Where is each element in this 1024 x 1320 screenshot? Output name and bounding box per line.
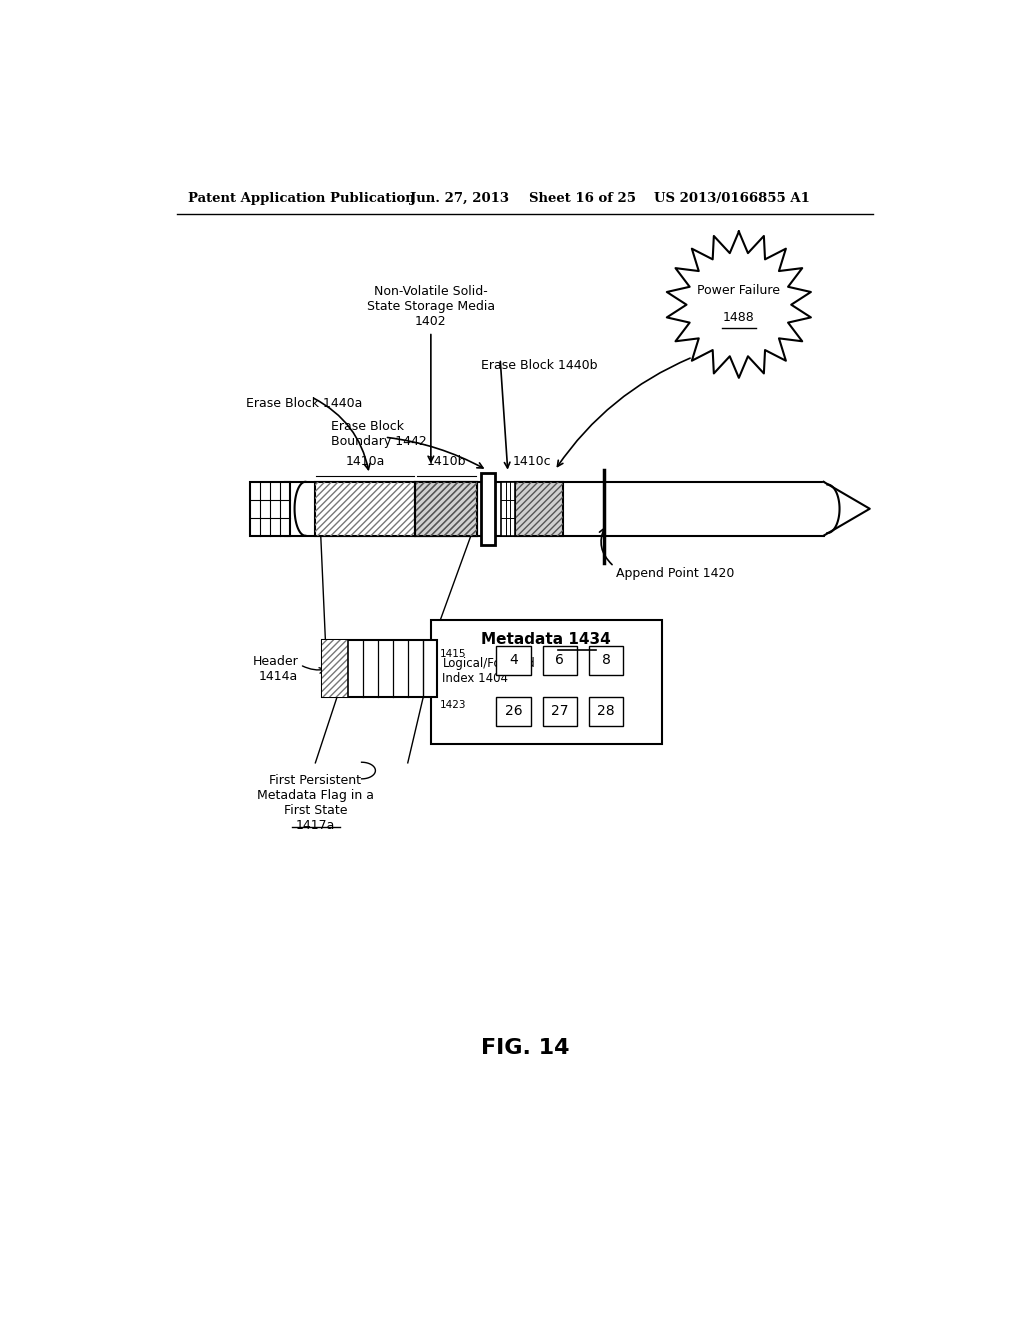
Bar: [250, 482, 290, 536]
Polygon shape: [667, 231, 811, 378]
Bar: [543, 697, 578, 726]
Bar: [481, 473, 495, 545]
Text: 27: 27: [551, 705, 568, 718]
Bar: [416, 482, 477, 536]
Text: FIG. 14: FIG. 14: [480, 1038, 569, 1057]
Bar: [314, 482, 477, 536]
Text: Erase Block
Boundary 1442: Erase Block Boundary 1442: [331, 420, 427, 449]
Text: 6: 6: [555, 653, 564, 668]
Bar: [515, 482, 562, 536]
Bar: [497, 697, 531, 726]
Bar: [322, 640, 437, 697]
Text: 4: 4: [509, 653, 518, 668]
Text: 1410a: 1410a: [345, 455, 385, 469]
Bar: [589, 645, 624, 675]
Text: 1423: 1423: [440, 700, 467, 710]
Text: Append Point 1420: Append Point 1420: [615, 566, 734, 579]
Text: 1415: 1415: [440, 649, 467, 659]
Text: 28: 28: [597, 705, 614, 718]
Bar: [589, 697, 624, 726]
Text: Erase Block 1440a: Erase Block 1440a: [246, 397, 362, 411]
Text: 8: 8: [601, 653, 610, 668]
Text: Header
1414a: Header 1414a: [253, 655, 298, 682]
Text: Jun. 27, 2013: Jun. 27, 2013: [410, 191, 509, 205]
Text: US 2013/0166855 A1: US 2013/0166855 A1: [654, 191, 810, 205]
Text: 1488: 1488: [723, 310, 755, 323]
Text: Metadata 1434: Metadata 1434: [481, 632, 611, 647]
Bar: [322, 640, 348, 697]
Text: Non-Volatile Solid-
State Storage Media
1402: Non-Volatile Solid- State Storage Media …: [367, 285, 495, 329]
Bar: [431, 620, 662, 743]
Bar: [497, 645, 531, 675]
Text: Logical/Forward
Index 1404: Logical/Forward Index 1404: [442, 657, 536, 685]
Text: 26: 26: [505, 705, 522, 718]
Polygon shape: [823, 482, 869, 536]
Bar: [416, 482, 477, 536]
Text: First Persistent
Metadata Flag in a
First State
1417a: First Persistent Metadata Flag in a Firs…: [257, 775, 374, 833]
Text: Power Failure: Power Failure: [697, 284, 780, 297]
Text: 1410b: 1410b: [427, 455, 466, 469]
Bar: [543, 645, 578, 675]
Text: 1410c: 1410c: [512, 455, 551, 469]
Text: Patent Application Publication: Patent Application Publication: [188, 191, 415, 205]
Bar: [314, 482, 477, 536]
Text: Sheet 16 of 25: Sheet 16 of 25: [529, 191, 637, 205]
Bar: [501, 482, 515, 536]
Bar: [515, 482, 562, 536]
Text: Erase Block 1440b: Erase Block 1440b: [481, 359, 597, 372]
